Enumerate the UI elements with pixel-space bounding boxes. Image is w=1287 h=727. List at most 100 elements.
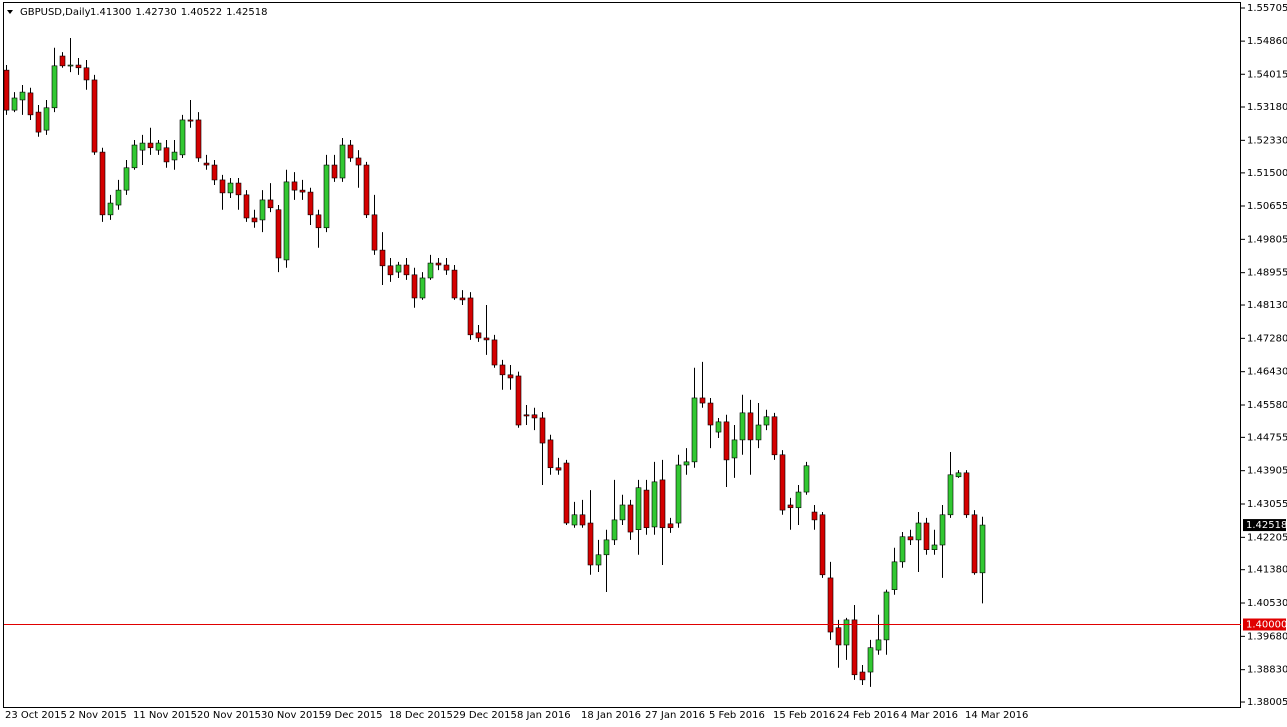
y-tick-label: 1.55705 [1247,3,1287,14]
candle-body [27,92,34,116]
y-tick-label: 1.52330 [1247,135,1287,146]
candle-body [195,119,202,159]
candle-body [211,164,218,181]
candle-body [923,522,930,550]
candle-body [451,269,458,299]
candle-body [475,332,482,339]
y-tick-label: 1.44755 [1247,432,1287,443]
candle-body [643,489,650,529]
y-tick-label: 1.43055 [1247,499,1287,510]
y-tick-label: 1.42205 [1247,532,1287,543]
candle-body [587,522,594,566]
candle-body [339,144,346,179]
candle-body [179,119,186,156]
y-tick-label: 1.51500 [1247,168,1287,179]
candle-body [755,424,762,441]
y-tick-label: 1.49805 [1247,234,1287,245]
menu-arrow[interactable] [7,10,13,14]
candle-body [699,397,706,404]
candle-body [299,189,306,193]
header-value: 1.41300 [90,7,131,18]
candle-body [819,514,826,576]
candle-body [315,214,322,229]
candle-body [243,194,250,219]
candle-body [395,264,402,273]
candle-body [155,142,162,151]
candle-body [163,147,170,163]
candle-body [307,191,314,216]
candle-body [979,524,986,574]
candle-body [411,274,418,299]
candle-body [739,412,746,441]
candle-body [363,164,370,216]
y-tick-label: 1.45580 [1247,400,1287,411]
candle-body [267,199,274,209]
candle-body [323,164,330,229]
x-tick-label: 24 Feb 2016 [837,710,899,721]
y-tick-label: 1.47280 [1247,333,1287,344]
candle-body [291,181,298,191]
candle-body [331,164,338,179]
candle-body [595,554,602,566]
candle-body [491,339,498,366]
candle-body [899,536,906,563]
candle-body [467,297,474,336]
candle-body [139,142,146,151]
x-tick-label: 27 Jan 2016 [645,710,705,721]
candle-body [875,639,882,651]
y-tick-label: 1.48955 [1247,268,1287,279]
candle-body [387,265,394,276]
candle-body [675,464,682,524]
candle-body [883,591,890,641]
header-value: 1.40522 [181,7,222,18]
candle-body [459,297,466,301]
candle-body [427,262,434,279]
y-tick-label: 1.54860 [1247,36,1287,47]
x-tick-label: 15 Feb 2016 [773,710,835,721]
candle-body [963,472,970,516]
candle-body [939,514,946,546]
candle-body [107,202,114,216]
candle-body [931,544,938,550]
candle-body [43,107,50,131]
candle-body [771,416,778,456]
candle-body [187,119,194,122]
price-label-box [1243,519,1286,532]
candle-body [499,364,506,376]
y-tick-label: 1.54015 [1247,69,1287,80]
candle-body [811,511,818,521]
candle-body [715,421,722,433]
header-value: 1.42730 [135,7,176,18]
y-tick-label: 1.38830 [1247,665,1287,676]
candle-body [683,461,690,466]
candle-body [635,487,642,530]
y-tick-label: 1.40530 [1247,598,1287,609]
candle-body [355,157,362,166]
candle-body [507,374,514,379]
candle-body [955,472,962,478]
candle-body [563,462,570,524]
x-tick-label: 23 Oct 2015 [5,710,67,721]
candle-body [11,97,18,111]
candle-body [651,481,658,528]
x-tick-label: 18 Jan 2016 [581,710,641,721]
y-tick-label: 1.41380 [1247,565,1287,576]
y-tick-label: 1.48130 [1247,300,1287,311]
candle-body [915,522,922,541]
candle-body [59,55,66,67]
y-tick-label: 1.46430 [1247,367,1287,378]
candle-body [203,162,210,166]
candle-body [67,64,74,67]
candle-body [659,479,666,529]
candle-body [523,414,530,417]
candle-body [827,577,834,633]
y-tick-label: 1.39680 [1247,631,1287,642]
candle-body [627,504,634,533]
header-value: 1.42518 [226,7,267,18]
x-tick-label: 9 Dec 2015 [325,710,383,721]
plot-frame [3,2,1241,708]
header-values: 1.41300 1.42730 1.40522 1.42518 [90,7,267,18]
